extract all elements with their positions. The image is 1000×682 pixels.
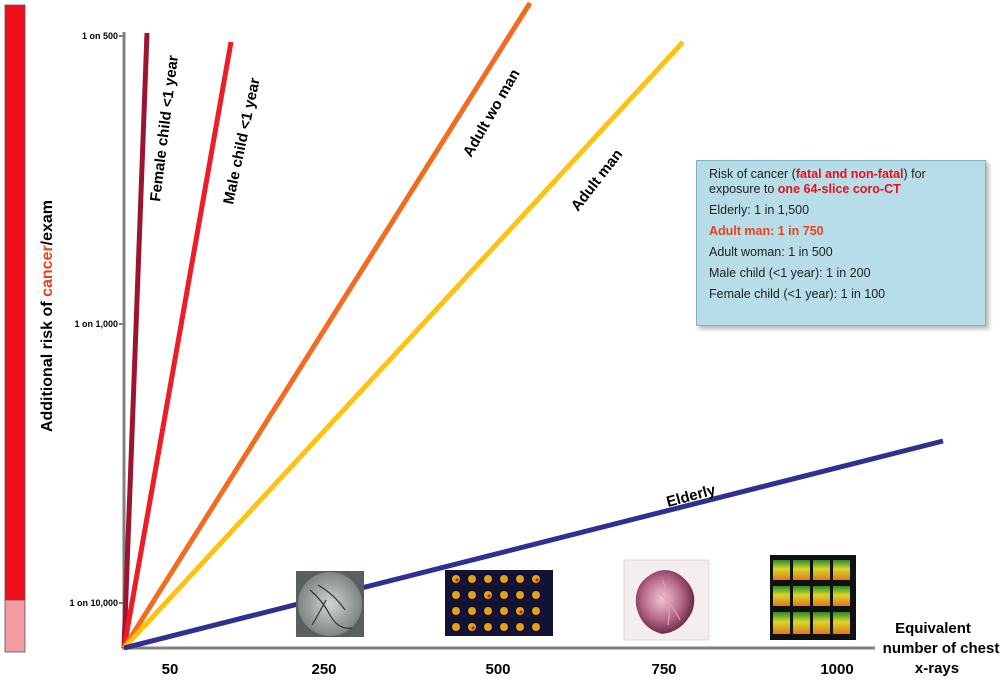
heart-ct-image [623, 559, 710, 641]
series-line-male-child [121, 41, 234, 649]
y-axis-title: Additional risk of cancer/exam [39, 200, 56, 432]
info-line-elderly: Elderly: 1 in 1,500 [709, 203, 810, 217]
series-line-elderly [123, 438, 944, 651]
series-line-female-child [121, 32, 150, 649]
risk-info-box: Risk of cancer (fatal and non-fatal) for… [696, 160, 986, 326]
info-line-female-child: Female child (<1 year): 1 in 100 [709, 287, 886, 301]
x-axis-title: x-rays [915, 660, 959, 677]
series-label-male-child: Male child <1 year [220, 76, 263, 206]
y-tick-label: 1 on 500 [82, 31, 118, 41]
series-line-adult-man [122, 40, 685, 650]
x-tick-label: 750 [651, 661, 676, 678]
x-tick-label: 500 [485, 661, 510, 678]
polar-map-image [770, 555, 856, 640]
series-line-adult-woman [121, 1, 533, 650]
perfusion-scan-image [445, 570, 553, 636]
y-tick-label: 1 on 1,000 [74, 319, 118, 329]
info-intro: Risk of cancer (fatal and non-fatal) for… [709, 167, 926, 196]
info-line-adult-man: Adult man: 1 in 750 [709, 224, 824, 238]
x-tick-label: 250 [311, 661, 336, 678]
series-label-female-child: Female child <1 year [147, 54, 182, 202]
x-axis-title: number of chest [883, 640, 1000, 657]
info-line-male-child: Male child (<1 year): 1 in 200 [709, 266, 871, 280]
risk-bar-low [4, 599, 26, 653]
series-label-adult-woman: Adult wo man [460, 66, 524, 160]
y-tick-label: 1 on 10,000 [69, 598, 118, 608]
x-tick-label: 1000 [820, 661, 853, 678]
risk-bar-high [4, 4, 26, 601]
x-tick-label: 50 [162, 661, 179, 678]
angiogram-image [296, 571, 364, 637]
info-line-adult-woman: Adult woman: 1 in 500 [709, 245, 833, 259]
x-axis-title: Equivalent [895, 620, 971, 637]
